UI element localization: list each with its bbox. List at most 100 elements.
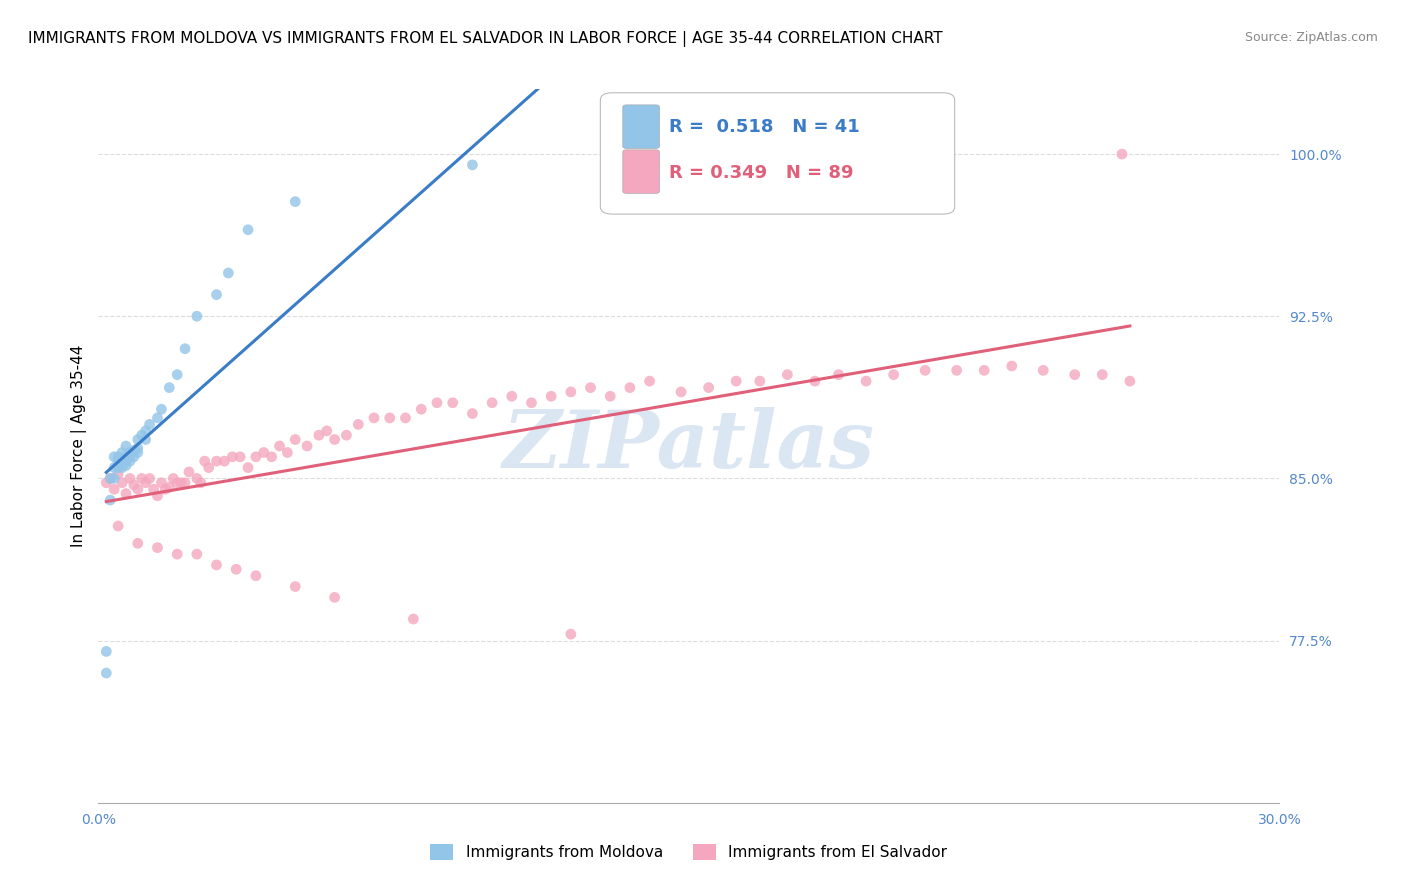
- Point: [96, 475, 118, 490]
- Point: [155, 482, 177, 496]
- Point: [411, 402, 433, 417]
- Text: IMMIGRANTS FROM MOLDOVA VS IMMIGRANTS FROM EL SALVADOR IN LABOR FORCE | AGE 35-4: IMMIGRANTS FROM MOLDOVA VS IMMIGRANTS FR…: [28, 31, 943, 47]
- Point: [776, 368, 799, 382]
- Point: [855, 374, 877, 388]
- Point: [560, 384, 582, 399]
- Point: [131, 428, 153, 442]
- Point: [186, 310, 208, 324]
- Point: [638, 374, 661, 388]
- Point: [190, 475, 212, 490]
- Point: [315, 424, 337, 438]
- FancyBboxPatch shape: [600, 93, 955, 214]
- Point: [323, 591, 346, 605]
- Point: [127, 536, 149, 550]
- Point: [107, 460, 129, 475]
- Point: [135, 475, 157, 490]
- Point: [540, 389, 562, 403]
- Point: [107, 519, 129, 533]
- Point: [295, 439, 318, 453]
- Point: [103, 471, 125, 485]
- Point: [205, 287, 228, 301]
- Point: [96, 666, 118, 681]
- Point: [308, 428, 330, 442]
- Point: [157, 480, 180, 494]
- Point: [197, 460, 219, 475]
- Point: [111, 445, 134, 459]
- Point: [560, 627, 582, 641]
- Point: [135, 424, 157, 438]
- Point: [150, 475, 173, 490]
- Point: [162, 471, 184, 485]
- Point: [363, 410, 385, 425]
- Point: [122, 450, 145, 464]
- Point: [107, 450, 129, 464]
- Point: [118, 471, 141, 485]
- Point: [214, 454, 236, 468]
- Text: R = 0.349   N = 89: R = 0.349 N = 89: [669, 164, 853, 182]
- Point: [115, 439, 138, 453]
- Point: [135, 433, 157, 447]
- Point: [378, 410, 401, 425]
- Point: [461, 158, 484, 172]
- Point: [146, 541, 169, 555]
- Point: [269, 439, 291, 453]
- Point: [122, 478, 145, 492]
- Point: [501, 389, 523, 403]
- Text: Source: ZipAtlas.com: Source: ZipAtlas.com: [1244, 31, 1378, 45]
- Point: [217, 266, 239, 280]
- Point: [236, 460, 259, 475]
- Point: [883, 368, 905, 382]
- Point: [111, 454, 134, 468]
- Point: [221, 450, 243, 464]
- Point: [225, 562, 247, 576]
- Point: [127, 445, 149, 459]
- Point: [122, 443, 145, 458]
- Point: [177, 465, 200, 479]
- Point: [174, 342, 197, 356]
- Point: [579, 381, 602, 395]
- Point: [725, 374, 748, 388]
- Point: [619, 381, 641, 395]
- Point: [170, 475, 193, 490]
- Point: [284, 580, 307, 594]
- FancyBboxPatch shape: [623, 150, 659, 194]
- Point: [1032, 363, 1054, 377]
- Point: [111, 460, 134, 475]
- Point: [748, 374, 770, 388]
- Point: [115, 486, 138, 500]
- Y-axis label: In Labor Force | Age 35-44: In Labor Force | Age 35-44: [72, 345, 87, 547]
- Point: [103, 450, 125, 464]
- Point: [276, 445, 298, 459]
- Point: [118, 450, 141, 464]
- Point: [229, 450, 252, 464]
- Point: [481, 396, 503, 410]
- Point: [1091, 368, 1114, 382]
- Legend: Immigrants from Moldova, Immigrants from El Salvador: Immigrants from Moldova, Immigrants from…: [425, 838, 953, 866]
- Point: [146, 489, 169, 503]
- Point: [253, 445, 276, 459]
- Point: [118, 445, 141, 459]
- Point: [347, 417, 370, 432]
- Point: [669, 384, 692, 399]
- Point: [115, 454, 138, 468]
- Point: [945, 363, 967, 377]
- Point: [973, 363, 995, 377]
- Point: [599, 147, 621, 161]
- Point: [335, 428, 357, 442]
- Point: [103, 482, 125, 496]
- Point: [1001, 359, 1024, 373]
- Point: [138, 471, 160, 485]
- Point: [186, 547, 208, 561]
- Point: [107, 454, 129, 468]
- Point: [98, 471, 121, 485]
- Point: [146, 410, 169, 425]
- Point: [127, 441, 149, 455]
- Point: [236, 223, 259, 237]
- Point: [914, 363, 936, 377]
- Point: [166, 475, 188, 490]
- Point: [461, 407, 484, 421]
- Point: [245, 450, 267, 464]
- Point: [118, 454, 141, 468]
- Text: ZIPatlas: ZIPatlas: [503, 408, 875, 484]
- Point: [394, 410, 416, 425]
